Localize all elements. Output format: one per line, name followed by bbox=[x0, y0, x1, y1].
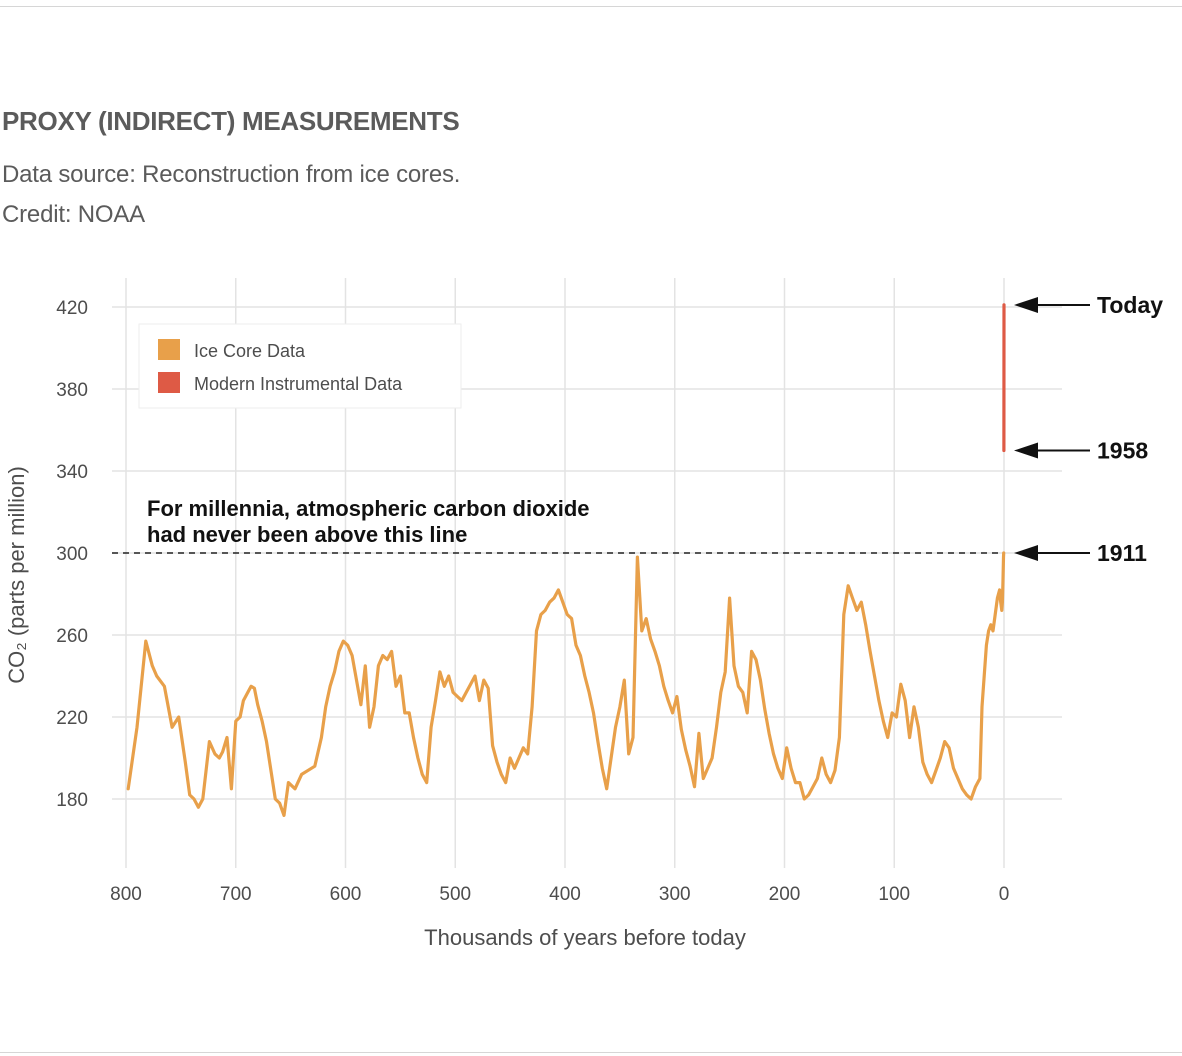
bottom-divider bbox=[0, 1052, 1182, 1053]
y-tick-label: 380 bbox=[56, 380, 88, 401]
y-axis-title: CO₂ (parts per million) bbox=[4, 466, 29, 684]
y-tick-label: 420 bbox=[56, 298, 88, 319]
marker-label: 1958 bbox=[1097, 438, 1148, 464]
y-tick-label: 260 bbox=[56, 626, 88, 647]
chart-legend: Ice Core Data Modern Instrumental Data bbox=[138, 323, 462, 409]
legend-label-ice-core: Ice Core Data bbox=[194, 341, 306, 361]
y-tick-label: 220 bbox=[56, 708, 88, 729]
marker-arrow-head bbox=[1014, 296, 1038, 313]
y-tick-label: 180 bbox=[56, 790, 88, 811]
legend-box bbox=[138, 323, 462, 409]
annotation-line-1: For millennia, atmospheric carbon dioxid… bbox=[147, 496, 590, 521]
x-tick-label: 800 bbox=[110, 884, 142, 905]
marker-label: Today bbox=[1097, 292, 1163, 318]
x-tick-label: 500 bbox=[439, 884, 471, 905]
top-divider bbox=[0, 6, 1182, 7]
legend-label-modern: Modern Instrumental Data bbox=[194, 374, 403, 394]
x-tick-label: 100 bbox=[878, 884, 910, 905]
marker-label: 1911 bbox=[1097, 540, 1147, 566]
reference-line-group: For millennia, atmospheric carbon dioxid… bbox=[112, 496, 1000, 554]
section-heading: PROXY (INDIRECT) MEASUREMENTS bbox=[2, 106, 460, 136]
x-tick-label: 400 bbox=[549, 884, 581, 905]
x-tick-label: 600 bbox=[330, 884, 362, 905]
legend-swatch-ice-core bbox=[158, 339, 180, 360]
marker-arrow-head bbox=[1014, 442, 1038, 459]
data-source-text: Data source: Reconstruction from ice cor… bbox=[2, 161, 461, 188]
tick-labels: 800 700 600 500 400 300 200 100 0 180 220 260 300 340… bbox=[56, 298, 1009, 905]
credit-text: Credit: NOAA bbox=[2, 201, 145, 228]
x-tick-label: 700 bbox=[220, 884, 252, 905]
x-tick-label: 0 bbox=[999, 884, 1010, 905]
x-tick-label: 200 bbox=[769, 884, 801, 905]
series-line-ice-core bbox=[126, 551, 1006, 818]
x-axis-title: Thousands of years before today bbox=[424, 925, 746, 950]
legend-swatch-modern bbox=[158, 372, 180, 393]
x-tick-label: 300 bbox=[659, 884, 691, 905]
data-lines bbox=[126, 303, 1006, 818]
annotation-line-2: had never been above this line bbox=[147, 522, 467, 547]
year-markers: Today 1958 1911 bbox=[1014, 292, 1163, 566]
y-tick-label: 340 bbox=[56, 462, 88, 483]
marker-arrow-head bbox=[1014, 545, 1038, 561]
y-tick-label: 300 bbox=[56, 544, 88, 565]
